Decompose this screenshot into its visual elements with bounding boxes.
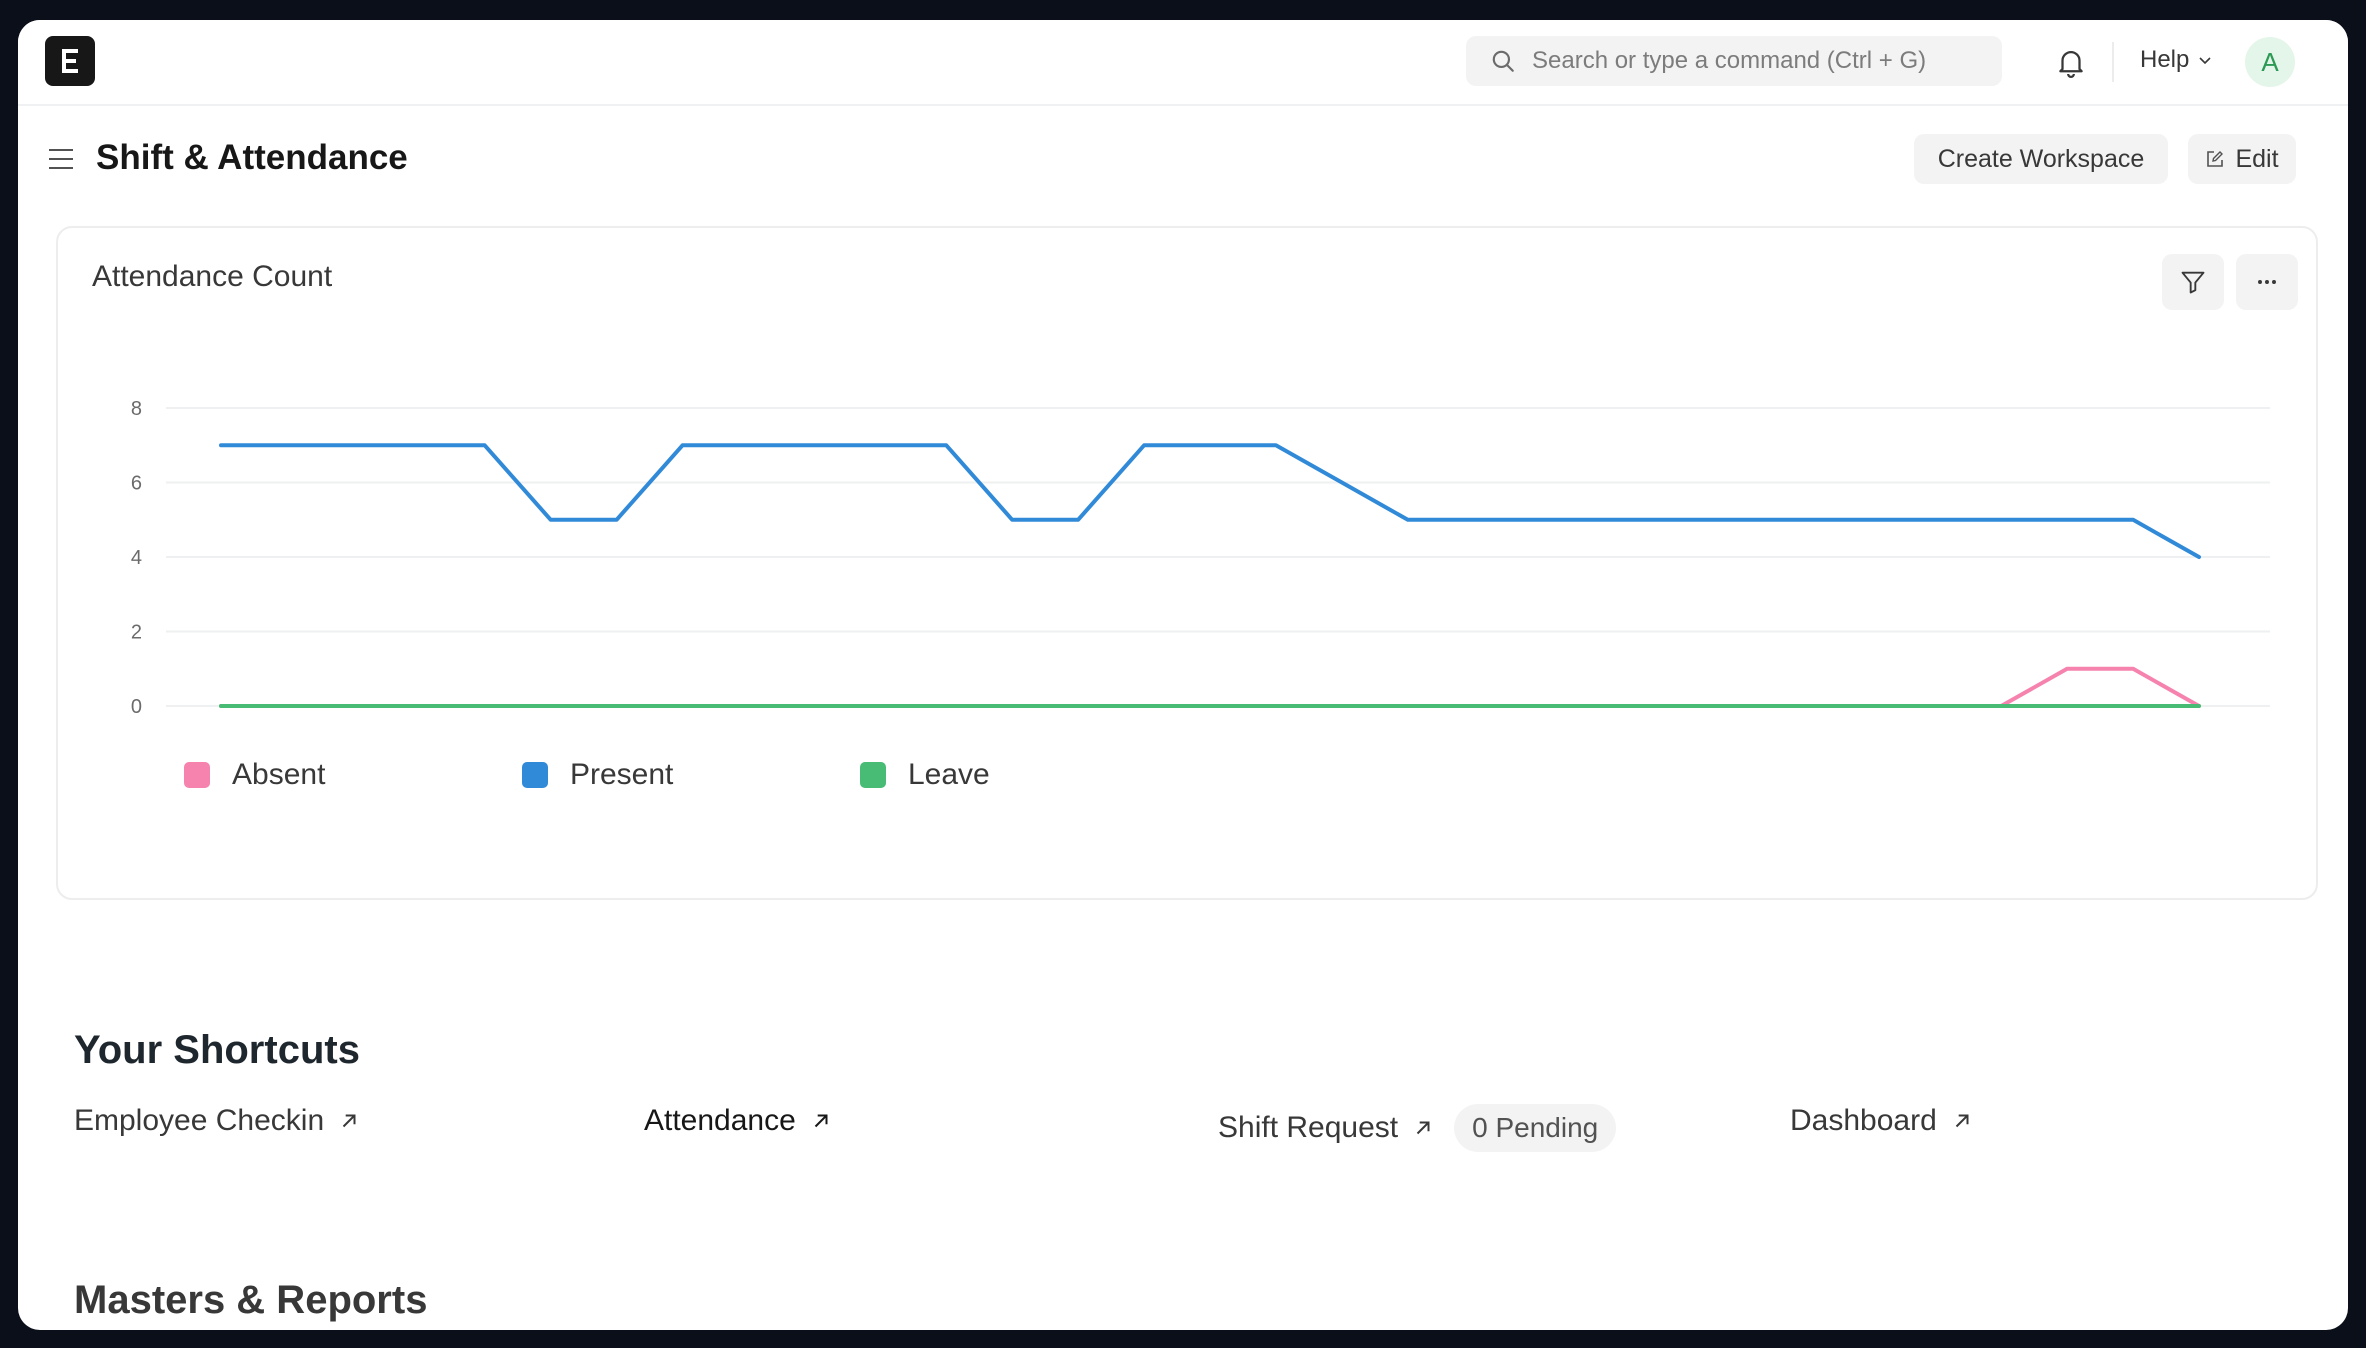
attendance-line-chart: 0 2 4 6 8 1 .. 2 .. 3 .. 4 .. 5 .. 6 .. 7 .. 8 .. 9 .…	[131, 398, 2270, 748]
legend-label: Absent	[232, 758, 326, 791]
x-tick-label: 26..	[1853, 745, 1886, 748]
search-placeholder: Search or type a command (Ctrl + G)	[1532, 47, 1927, 74]
create-workspace-button[interactable]: Create Workspace	[1914, 134, 2168, 184]
x-tick-label: 20..	[1457, 745, 1490, 748]
help-dropdown[interactable]: Help	[2140, 46, 2213, 74]
create-workspace-label: Create Workspace	[1937, 144, 2145, 173]
y-tick-label: 2	[131, 622, 142, 644]
shortcut-employee-checkin[interactable]: Employee Checkin	[74, 1104, 360, 1138]
logo-e-icon	[62, 49, 78, 73]
legend-label: Present	[570, 758, 674, 791]
x-tick-label: 8 ..	[669, 745, 697, 748]
chart-menu-button[interactable]	[2236, 254, 2298, 310]
x-tick-label: 25..	[1787, 745, 1820, 748]
search-bar[interactable]: Search or type a command (Ctrl + G)	[1466, 36, 2002, 86]
y-tick-label: 0	[131, 696, 142, 718]
x-tick-label: 3 ..	[339, 745, 367, 748]
series-line-present	[219, 443, 2201, 559]
x-tick-label: 13..	[996, 745, 1029, 748]
chart-legend: Absent Present Leave	[184, 758, 1198, 792]
edit-button[interactable]: Edit	[2188, 134, 2296, 184]
x-tick-label: 7 ..	[603, 745, 631, 748]
shortcuts-heading: Your Shortcuts	[74, 1028, 360, 1072]
x-tick-label: 12..	[930, 745, 963, 748]
x-tick-label: 31..	[2182, 745, 2215, 748]
navbar: Search or type a command (Ctrl + G) Help…	[18, 20, 2348, 106]
more-options-icon	[2258, 280, 2276, 284]
x-tick-label: 14..	[1061, 745, 1094, 748]
filter-icon	[2181, 271, 2205, 294]
avatar[interactable]: A	[2245, 37, 2295, 87]
pending-count-badge: 0 Pending	[1454, 1104, 1617, 1152]
app-logo[interactable]	[45, 36, 95, 86]
x-tick-label: 23..	[1655, 745, 1688, 748]
arrow-up-right-icon	[814, 1114, 828, 1128]
x-tick-label: 1 ..	[207, 745, 235, 748]
x-tick-label: 22..	[1589, 745, 1622, 748]
attendance-chart-card: Attendance Count 0 2 4 6 8 1 .. 2 .. 3 .. 4 .. 5 …	[56, 226, 2318, 900]
arrow-up-right-icon	[342, 1114, 356, 1128]
x-tick-label: 6 ..	[537, 745, 565, 748]
x-tick-label: 21..	[1523, 745, 1556, 748]
notification-bell-icon[interactable]	[2054, 44, 2088, 80]
x-tick-label: 24..	[1721, 745, 1754, 748]
shortcut-attendance[interactable]: Attendance	[644, 1104, 832, 1138]
shortcut-shift-request[interactable]: Shift Request 0 Pending	[1218, 1104, 1617, 1152]
arrow-up-right-icon	[1955, 1114, 1969, 1128]
legend-swatch	[184, 762, 210, 788]
x-tick-label: 16..	[1193, 745, 1226, 748]
y-tick-label: 4	[131, 547, 142, 569]
x-tick-label: 28..	[1985, 745, 2018, 748]
x-tick-label: 27..	[1919, 745, 1952, 748]
shortcut-label: Attendance	[644, 1104, 796, 1137]
search-icon	[1492, 50, 1514, 72]
legend-swatch	[860, 762, 886, 788]
masters-reports-heading: Masters & Reports	[74, 1278, 428, 1322]
x-tick-label: 29..	[2050, 745, 2083, 748]
page-title: Shift & Attendance	[96, 138, 408, 177]
shortcut-label: Employee Checkin	[74, 1104, 325, 1137]
chevron-down-icon	[2199, 57, 2211, 65]
legend-item-present[interactable]: Present	[522, 758, 860, 792]
legend-item-leave[interactable]: Leave	[860, 758, 1198, 792]
x-tick-label: 10..	[798, 745, 831, 748]
legend-label: Leave	[908, 758, 990, 791]
sidebar-toggle-icon[interactable]	[48, 146, 74, 172]
legend-swatch	[522, 762, 548, 788]
x-tick-label: 18..	[1325, 745, 1358, 748]
shortcut-label: Shift Request	[1218, 1111, 1399, 1144]
x-tick-label: 2 ..	[273, 745, 301, 748]
x-tick-label: 5 ..	[471, 745, 499, 748]
help-label: Help	[2140, 46, 2190, 73]
arrow-up-right-icon	[1416, 1121, 1430, 1135]
chart-filter-button[interactable]	[2162, 254, 2224, 310]
shortcut-dashboard[interactable]: Dashboard	[1790, 1104, 1973, 1138]
shortcut-label: Dashboard	[1790, 1104, 1937, 1137]
app-window: Search or type a command (Ctrl + G) Help…	[18, 20, 2348, 1330]
y-tick-label: 6	[131, 473, 142, 495]
navbar-divider	[2112, 42, 2114, 82]
series-line-absent	[219, 666, 2201, 708]
legend-item-absent[interactable]: Absent	[184, 758, 522, 792]
x-tick-label: 15..	[1127, 745, 1160, 748]
x-tick-label: 30..	[2116, 745, 2149, 748]
x-tick-label: 4 ..	[405, 745, 433, 748]
edit-label: Edit	[2235, 144, 2279, 173]
x-tick-label: 17..	[1259, 745, 1292, 748]
x-tick-label: 9 ..	[735, 745, 763, 748]
edit-icon	[2207, 151, 2224, 167]
x-tick-label: 19..	[1391, 745, 1424, 748]
x-tick-label: 11..	[864, 745, 896, 748]
chart-title: Attendance Count	[92, 260, 333, 293]
y-tick-label: 8	[131, 398, 142, 420]
